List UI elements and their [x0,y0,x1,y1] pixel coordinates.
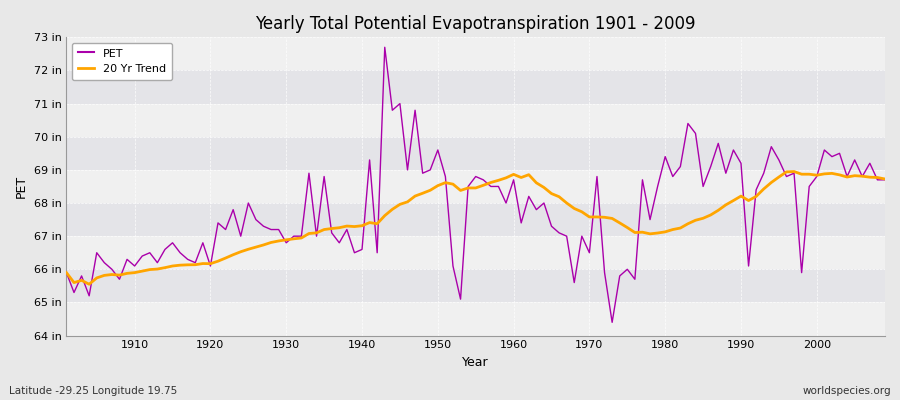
Bar [67,170,885,203]
Bar [67,203,885,236]
Bar [67,70,885,104]
Bar [67,236,885,269]
Legend: PET, 20 Yr Trend: PET, 20 Yr Trend [72,43,172,80]
Bar [67,137,885,170]
Bar [67,104,885,137]
Bar [67,302,885,336]
Text: worldspecies.org: worldspecies.org [803,386,891,396]
X-axis label: Year: Year [463,356,489,369]
Bar [67,269,885,302]
Bar [67,37,885,70]
Title: Yearly Total Potential Evapotranspiration 1901 - 2009: Yearly Total Potential Evapotranspiratio… [256,15,696,33]
Y-axis label: PET: PET [15,175,28,198]
Text: Latitude -29.25 Longitude 19.75: Latitude -29.25 Longitude 19.75 [9,386,177,396]
